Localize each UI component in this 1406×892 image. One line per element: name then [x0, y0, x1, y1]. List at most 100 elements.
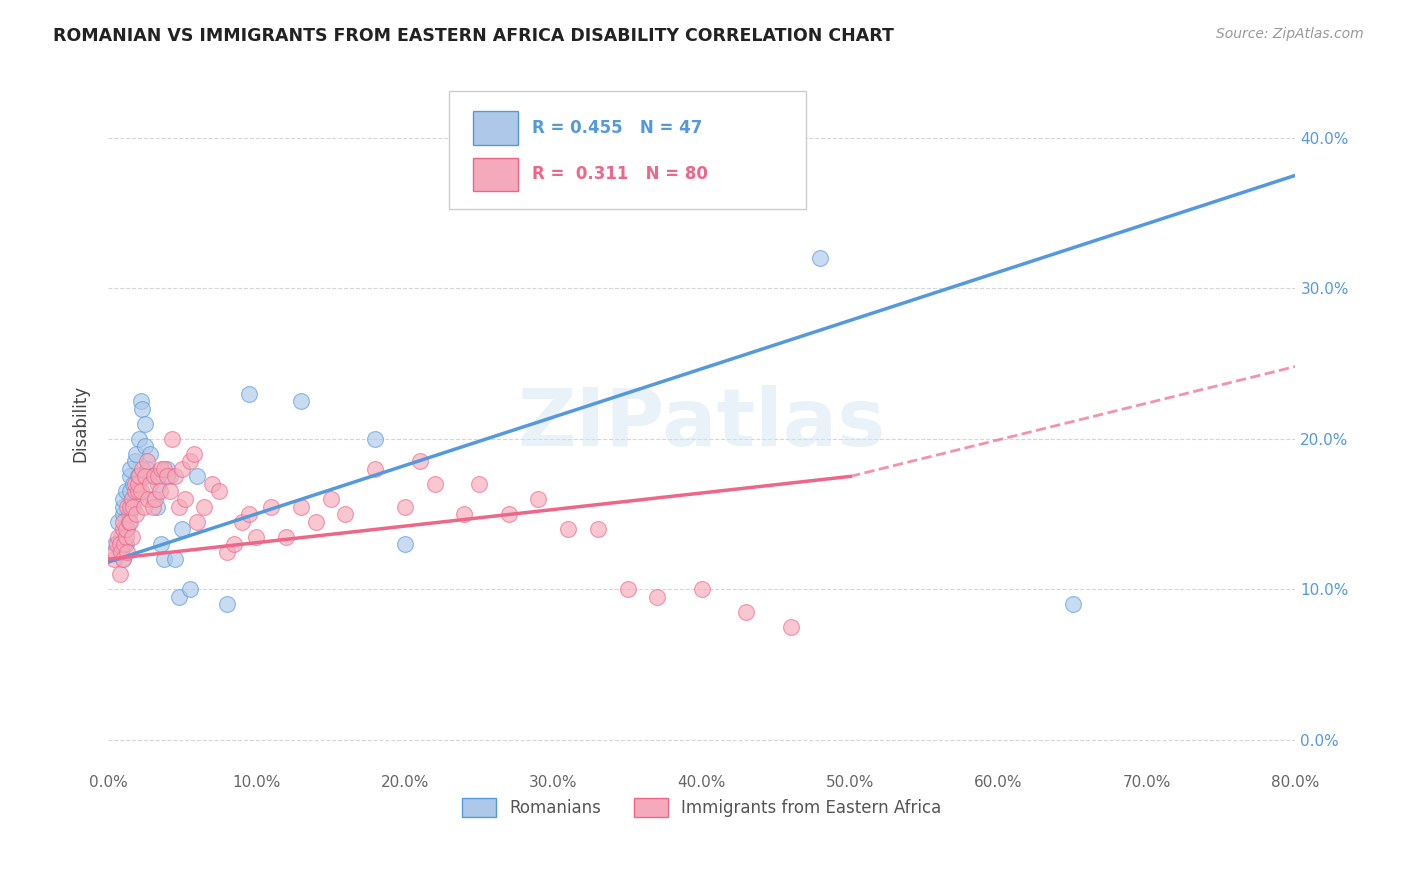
- Point: [127, 477, 149, 491]
- Point: [138, 447, 160, 461]
- Point: [127, 469, 149, 483]
- Text: ROMANIAN VS IMMIGRANTS FROM EASTERN AFRICA DISABILITY CORRELATION CHART: ROMANIAN VS IMMIGRANTS FROM EASTERN AFRI…: [53, 27, 894, 45]
- Point: [114, 530, 136, 544]
- Point: [145, 491, 167, 506]
- Point: [111, 552, 134, 566]
- Text: R =  0.311   N = 80: R = 0.311 N = 80: [531, 165, 707, 184]
- Point: [143, 469, 166, 483]
- Point: [409, 454, 432, 468]
- Point: [135, 454, 157, 468]
- Point: [110, 530, 132, 544]
- Point: [1062, 598, 1084, 612]
- Y-axis label: Disability: Disability: [72, 385, 89, 462]
- Point: [129, 484, 152, 499]
- Point: [224, 537, 246, 551]
- Point: [394, 500, 416, 514]
- Point: [690, 582, 713, 597]
- Legend: Romanians, Immigrants from Eastern Africa: Romanians, Immigrants from Eastern Afric…: [456, 791, 948, 824]
- Point: [423, 477, 446, 491]
- Point: [111, 500, 134, 514]
- Point: [111, 522, 134, 536]
- Point: [120, 462, 142, 476]
- Point: [779, 620, 801, 634]
- Point: [105, 537, 128, 551]
- Point: [186, 515, 208, 529]
- Point: [238, 386, 260, 401]
- Point: [153, 552, 176, 566]
- Point: [135, 462, 157, 476]
- Point: [208, 484, 231, 499]
- Point: [128, 469, 150, 483]
- Point: [107, 515, 129, 529]
- Point: [153, 462, 176, 476]
- Point: [132, 500, 155, 514]
- Point: [305, 515, 328, 529]
- Point: [150, 462, 173, 476]
- Point: [111, 507, 134, 521]
- Point: [557, 522, 579, 536]
- FancyBboxPatch shape: [449, 91, 806, 209]
- Point: [117, 544, 139, 558]
- Point: [159, 469, 181, 483]
- Point: [121, 500, 143, 514]
- Point: [193, 500, 215, 514]
- Text: Source: ZipAtlas.com: Source: ZipAtlas.com: [1216, 27, 1364, 41]
- Point: [215, 544, 238, 558]
- Point: [131, 462, 153, 476]
- Point: [141, 500, 163, 514]
- Point: [141, 491, 163, 506]
- Point: [260, 500, 283, 514]
- Point: [290, 394, 312, 409]
- Point: [498, 507, 520, 521]
- Point: [150, 537, 173, 551]
- Point: [118, 507, 141, 521]
- Point: [108, 544, 131, 558]
- Point: [121, 530, 143, 544]
- Point: [394, 537, 416, 551]
- Point: [108, 567, 131, 582]
- Point: [174, 491, 197, 506]
- Point: [134, 469, 156, 483]
- Point: [163, 552, 186, 566]
- Point: [143, 469, 166, 483]
- Point: [364, 432, 387, 446]
- Point: [112, 537, 135, 551]
- Bar: [472, 112, 517, 145]
- Text: R = 0.455   N = 47: R = 0.455 N = 47: [531, 119, 702, 137]
- Point: [148, 477, 170, 491]
- Point: [122, 500, 145, 514]
- Point: [186, 469, 208, 483]
- Point: [111, 491, 134, 506]
- Point: [146, 500, 169, 514]
- Point: [107, 530, 129, 544]
- Point: [735, 605, 758, 619]
- Point: [159, 484, 181, 499]
- Point: [111, 552, 134, 566]
- Point: [179, 582, 201, 597]
- Point: [131, 401, 153, 416]
- Point: [156, 462, 179, 476]
- Point: [120, 469, 142, 483]
- Point: [172, 522, 194, 536]
- Point: [148, 469, 170, 483]
- Point: [125, 507, 148, 521]
- Point: [120, 515, 142, 529]
- Text: ZIPatlas: ZIPatlas: [517, 384, 886, 463]
- Point: [179, 454, 201, 468]
- Point: [117, 522, 139, 536]
- Point: [586, 522, 609, 536]
- Point: [129, 394, 152, 409]
- Point: [167, 500, 190, 514]
- Point: [127, 484, 149, 499]
- Point: [290, 500, 312, 514]
- Point: [645, 590, 668, 604]
- Point: [118, 515, 141, 529]
- Point: [134, 417, 156, 431]
- Point: [201, 477, 224, 491]
- Bar: [472, 158, 517, 191]
- Point: [121, 491, 143, 506]
- Point: [134, 439, 156, 453]
- Point: [163, 469, 186, 483]
- Point: [156, 469, 179, 483]
- Point: [125, 447, 148, 461]
